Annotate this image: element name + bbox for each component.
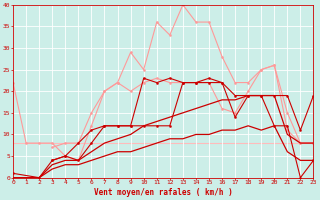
X-axis label: Vent moyen/en rafales ( km/h ): Vent moyen/en rafales ( km/h )	[94, 188, 233, 197]
